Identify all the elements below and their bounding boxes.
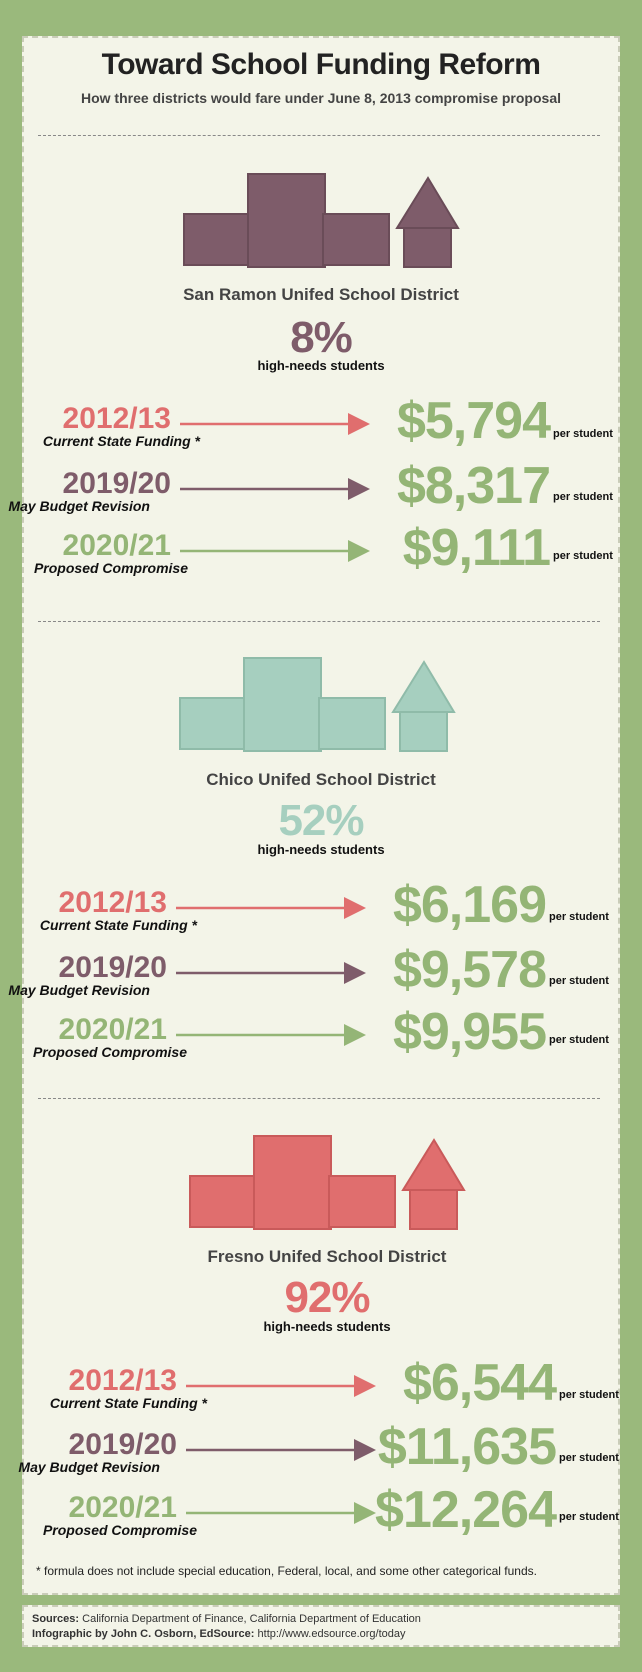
per-student-label: per student bbox=[553, 428, 613, 440]
divider bbox=[38, 135, 600, 136]
arrow-icon bbox=[186, 1439, 376, 1461]
arrow-icon bbox=[176, 897, 366, 919]
page-subtitle: How three districts would fare under Jun… bbox=[80, 90, 561, 106]
funding-amount: $11,635 bbox=[377, 1418, 557, 1476]
year-sublabel: Proposed Compromise bbox=[32, 1044, 187, 1060]
year-label: 2020/21 bbox=[58, 1013, 167, 1046]
per-student-label: per student bbox=[549, 975, 609, 987]
year-label: 2012/13 bbox=[62, 402, 171, 435]
credit-line: Infographic by John C. Osborn, EdSource:… bbox=[32, 1627, 610, 1642]
year-label: 2012/13 bbox=[68, 1364, 177, 1397]
school-building-icon bbox=[179, 657, 456, 752]
funding-amount: $12,264 bbox=[375, 1481, 557, 1539]
year-sublabel: Proposed Compromise bbox=[42, 1522, 197, 1538]
high-needs-label: high-needs students bbox=[263, 1319, 391, 1334]
high-needs-percent: 8% bbox=[290, 313, 353, 362]
year-label: 2019/20 bbox=[68, 1428, 177, 1461]
credit-link[interactable]: http://www.edsource.org/today bbox=[257, 1628, 406, 1640]
page-title: Toward School Funding Reform bbox=[101, 48, 541, 81]
funding-amount: $6,544 bbox=[402, 1354, 557, 1412]
year-sublabel: May Budget Revision bbox=[18, 1459, 160, 1475]
per-student-label: per student bbox=[559, 1452, 619, 1464]
year-label: 2019/20 bbox=[62, 467, 171, 500]
year-sublabel: Current State Funding * bbox=[42, 433, 200, 449]
school-building-icon bbox=[189, 1135, 466, 1230]
year-label: 2020/21 bbox=[68, 1491, 177, 1524]
funding-amount: $9,111 bbox=[402, 519, 551, 577]
credit-label: Infographic by John C. Osborn, EdSource: bbox=[32, 1628, 255, 1640]
divider bbox=[38, 1098, 600, 1099]
sources-footer: Sources: California Department of Financ… bbox=[22, 1605, 620, 1647]
year-sublabel: Current State Funding * bbox=[49, 1395, 207, 1411]
funding-amount: $5,794 bbox=[396, 392, 551, 450]
divider bbox=[38, 621, 600, 622]
arrow-icon bbox=[176, 962, 366, 984]
footnote: * formula does not include special educa… bbox=[36, 1564, 537, 1578]
high-needs-label: high-needs students bbox=[257, 358, 385, 373]
high-needs-percent: 92% bbox=[284, 1273, 370, 1322]
district-name: Chico Unifed School District bbox=[206, 770, 436, 789]
per-student-label: per student bbox=[553, 491, 613, 503]
year-sublabel: May Budget Revision bbox=[8, 498, 150, 514]
funding-amount: $9,955 bbox=[392, 1003, 547, 1061]
district-name: San Ramon Unifed School District bbox=[183, 285, 459, 304]
arrow-icon bbox=[180, 540, 370, 562]
district-name: Fresno Unifed School District bbox=[207, 1247, 447, 1266]
per-student-label: per student bbox=[559, 1389, 619, 1401]
funding-amount: $9,578 bbox=[392, 941, 547, 999]
year-sublabel: Current State Funding * bbox=[39, 917, 197, 933]
per-student-label: per student bbox=[549, 911, 609, 923]
per-student-label: per student bbox=[559, 1511, 619, 1523]
per-student-label: per student bbox=[549, 1034, 609, 1046]
school-building-icon bbox=[183, 173, 460, 268]
arrow-icon bbox=[180, 413, 370, 435]
arrow-icon bbox=[186, 1375, 376, 1397]
year-label: 2012/13 bbox=[58, 886, 167, 919]
year-sublabel: May Budget Revision bbox=[8, 982, 150, 998]
funding-amount: $6,169 bbox=[392, 876, 547, 934]
per-student-label: per student bbox=[553, 550, 613, 562]
sources-label: Sources: bbox=[32, 1613, 80, 1625]
funding-amount: $8,317 bbox=[396, 457, 551, 515]
sources-text: California Department of Finance, Califo… bbox=[82, 1613, 421, 1625]
year-label: 2019/20 bbox=[58, 951, 167, 984]
arrow-icon bbox=[186, 1502, 376, 1524]
arrow-icon bbox=[176, 1024, 366, 1046]
year-sublabel: Proposed Compromise bbox=[33, 560, 188, 576]
infographic-panel bbox=[22, 36, 620, 1595]
high-needs-percent: 52% bbox=[278, 796, 364, 845]
year-label: 2020/21 bbox=[62, 529, 171, 562]
high-needs-label: high-needs students bbox=[257, 842, 385, 857]
arrow-icon bbox=[180, 478, 370, 500]
sources-line: Sources: California Department of Financ… bbox=[32, 1612, 610, 1627]
